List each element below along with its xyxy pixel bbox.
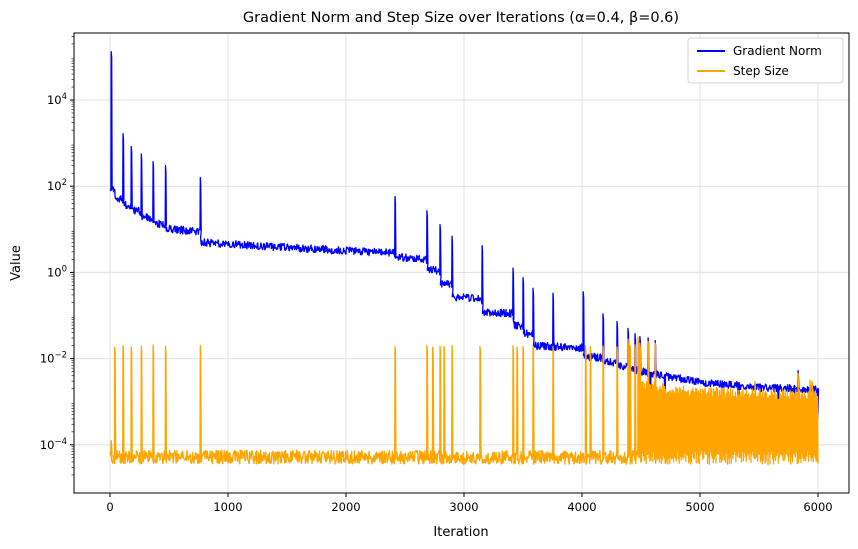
y-tick-label: 10−2 <box>40 351 67 366</box>
x-tick-label: 6000 <box>803 500 832 514</box>
data-series <box>109 51 820 466</box>
series-path-gradient-norm <box>109 51 820 431</box>
x-axis-label: Iteration <box>433 525 488 540</box>
y-tick-label: 100 <box>47 264 67 279</box>
legend-label: Step Size <box>733 64 789 78</box>
y-tick-label: 10−4 <box>40 437 67 452</box>
y-axis-label: Value <box>9 245 24 281</box>
grid-lines <box>74 33 849 493</box>
x-tick-label: 5000 <box>685 500 714 514</box>
y-tick-label: 102 <box>47 178 67 193</box>
x-tick-label: 4000 <box>567 500 596 514</box>
x-tick-label: 2000 <box>331 500 360 514</box>
x-tick-label: 1000 <box>213 500 242 514</box>
series-path-step-size <box>109 336 819 466</box>
legend-box <box>687 37 844 84</box>
plot-spines <box>73 32 850 494</box>
x-tick-label: 0 <box>106 500 113 514</box>
legend: Gradient Norm Step Size <box>687 37 844 84</box>
chart-title: Gradient Norm and Step Size over Iterati… <box>243 10 679 26</box>
x-tick-label: 3000 <box>449 500 478 514</box>
y-tick-label: 104 <box>47 92 67 107</box>
legend-label: Gradient Norm <box>733 44 822 58</box>
